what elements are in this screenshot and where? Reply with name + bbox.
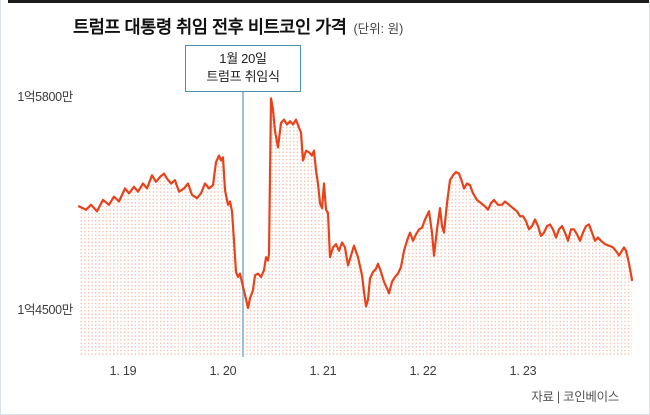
x-axis-label: 1. 21 [309, 364, 337, 378]
x-axis-label: 1. 20 [209, 364, 237, 378]
x-axis-label: 1. 23 [509, 364, 537, 378]
x-axis-label: 1. 22 [409, 364, 437, 378]
event-callout-date: 1월 20일 [219, 51, 267, 66]
chart-header: 트럼프 대통령 취임 전후 비트코인 가격 (단위: 원) [73, 14, 403, 39]
event-callout-desc: 트럼프 취임식 [206, 69, 280, 84]
price-line [77, 97, 634, 310]
event-callout: 1월 20일 트럼프 취임식 [185, 45, 301, 92]
x-axis-label: 1. 19 [109, 364, 137, 378]
source-credit: 자료 | 코인베이스 [531, 390, 619, 404]
chart-title: 트럼프 대통령 취임 전후 비트코인 가격 [73, 17, 347, 37]
area-fill [79, 98, 632, 358]
unit-label: (단위: 원) [353, 22, 404, 36]
top-accent-bar [8, 0, 649, 3]
y-axis-label: 1억5800만 [17, 90, 73, 104]
y-axis-label: 1억4500만 [17, 303, 73, 317]
